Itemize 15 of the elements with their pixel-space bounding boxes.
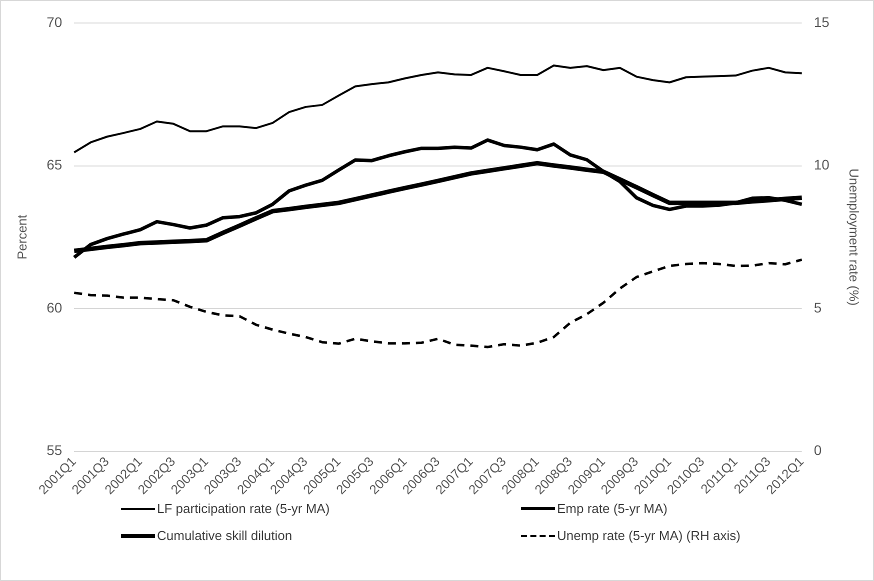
y-tick-label: 70 xyxy=(46,14,62,30)
line-series xyxy=(72,258,804,348)
y-axis-title: Percent xyxy=(14,214,30,260)
y2-tick-label: 5 xyxy=(814,299,822,316)
legend-label: LF participation rate (5-yr MA) xyxy=(157,501,330,516)
y-tick-label: 55 xyxy=(46,442,62,458)
y2-tick-label: 15 xyxy=(814,14,830,30)
y2-tick-label: 0 xyxy=(814,442,822,458)
y-tick-label: 60 xyxy=(46,299,62,316)
y-tick-label: 65 xyxy=(46,156,62,173)
legend-label: Cumulative skill dilution xyxy=(157,528,292,543)
legend-label: Unemp rate (5-yr MA) (RH axis) xyxy=(557,528,740,543)
y2-tick-label: 10 xyxy=(814,156,830,173)
y2-axis-title: Unemployment rate (%) xyxy=(846,168,862,306)
legend-label: Emp rate (5-yr MA) xyxy=(557,501,668,516)
